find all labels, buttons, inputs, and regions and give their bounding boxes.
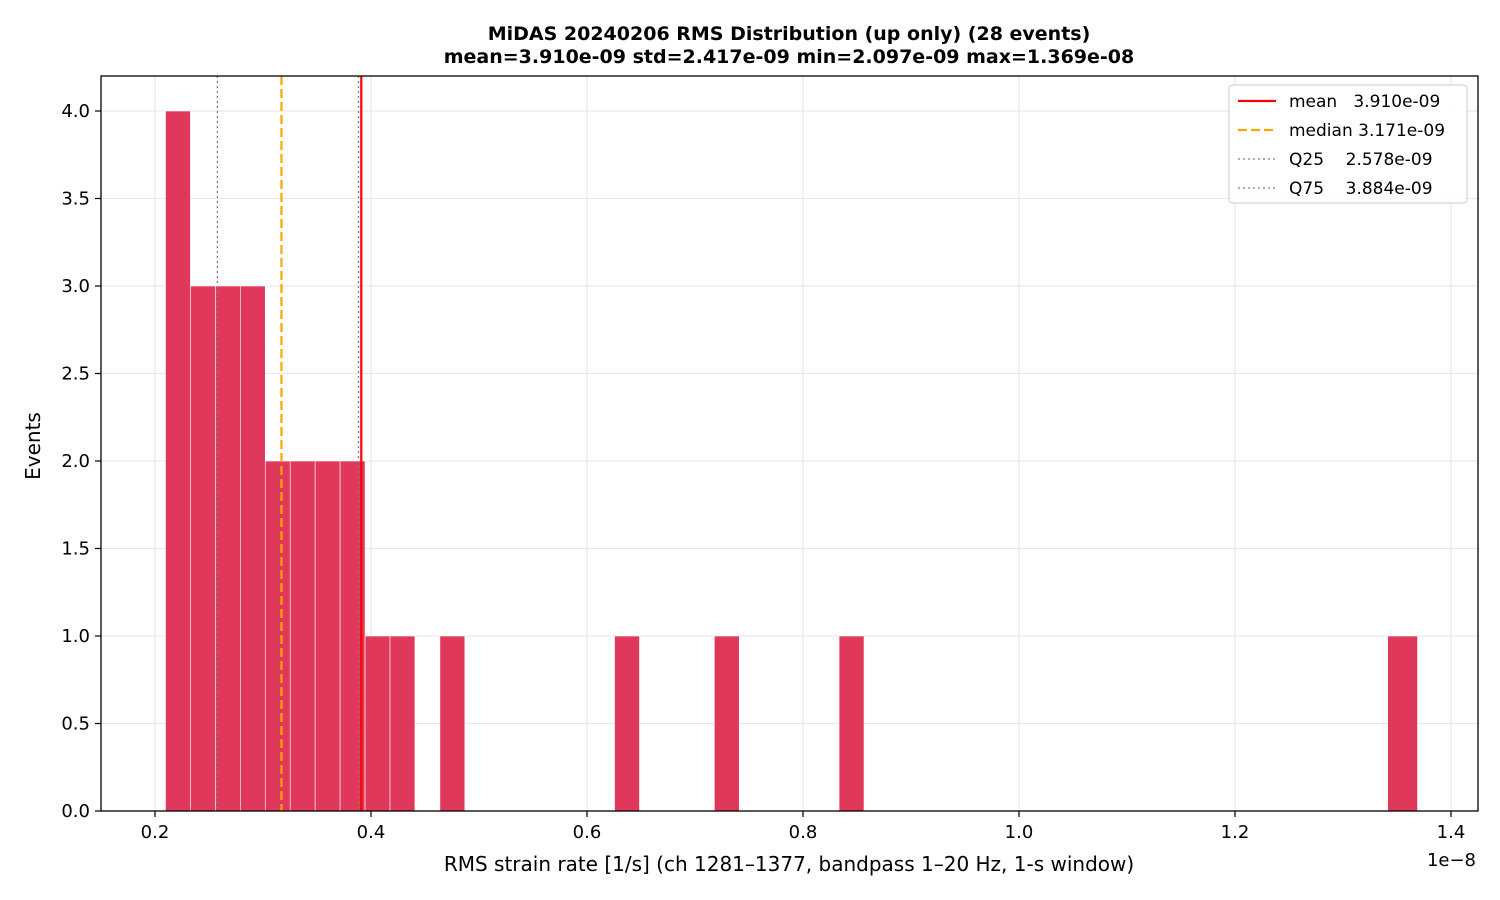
y-tick-label: 1.0 xyxy=(61,626,90,647)
chart-subtitle: mean=3.910e-09 std=2.417e-09 min=2.097e-… xyxy=(444,46,1135,68)
y-tick-label: 2.5 xyxy=(61,364,90,385)
y-tick-label: 3.0 xyxy=(61,276,90,297)
legend-label-median: median 3.171e-09 xyxy=(1289,121,1445,141)
histogram-bar xyxy=(240,285,266,812)
x-axis-offset-label: 1e−8 xyxy=(1427,850,1476,871)
histogram-bar xyxy=(289,460,316,812)
histogram-bar xyxy=(439,635,466,812)
y-axis-label: Events xyxy=(21,412,45,480)
x-tick-label: 1.0 xyxy=(1005,822,1034,843)
x-tick-label: 0.8 xyxy=(789,822,818,843)
histogram-bar xyxy=(838,635,865,812)
plot-frame xyxy=(100,75,1479,812)
chart-title: MiDAS 20240206 RMS Distribution (up only… xyxy=(488,23,1091,45)
y-tick-label: 1.5 xyxy=(61,539,90,560)
reference-lines-layer xyxy=(216,76,363,811)
histogram-bar xyxy=(364,635,391,812)
ticks-layer: 0.2 0.4 0.6 0.8 1.0 1.2 1.4 0.0 0.5 1.0 1.5 2.0 2.5 3… xyxy=(61,101,1465,843)
histogram-bar xyxy=(1387,635,1418,812)
x-tick-label: 1.4 xyxy=(1437,822,1466,843)
y-tick-label: 3.5 xyxy=(61,189,90,210)
x-tick-label: 0.2 xyxy=(141,822,170,843)
legend-box xyxy=(1228,84,1468,204)
y-tick-label: 0.5 xyxy=(61,714,90,735)
histogram-bar xyxy=(215,285,241,812)
x-tick-label: 0.4 xyxy=(357,822,386,843)
histogram-bar xyxy=(314,460,341,812)
legend-label-q25: Q25 2.578e-09 xyxy=(1289,150,1433,170)
y-tick-label: 2.0 xyxy=(61,451,90,472)
x-tick-label: 0.6 xyxy=(573,822,602,843)
histogram-bar xyxy=(264,460,291,812)
histogram-bar xyxy=(190,285,216,812)
histogram-bar xyxy=(165,110,191,812)
histogram-bar xyxy=(714,635,740,812)
histogram-bar xyxy=(614,635,640,812)
y-tick-label: 0.0 xyxy=(61,801,90,822)
x-axis-label: RMS strain rate [1/s] (ch 1281–1377, ban… xyxy=(444,852,1134,876)
legend-label-mean: mean 3.910e-09 xyxy=(1289,92,1440,112)
legend-label-q75: Q75 3.884e-09 xyxy=(1289,179,1433,199)
bars-layer xyxy=(165,110,1418,812)
histogram-bar xyxy=(389,635,416,812)
legend: mean 3.910e-09 median 3.171e-09 Q25 2.578e… xyxy=(1228,84,1468,204)
x-tick-label: 1.2 xyxy=(1221,822,1250,843)
y-tick-label: 4.0 xyxy=(61,101,90,122)
